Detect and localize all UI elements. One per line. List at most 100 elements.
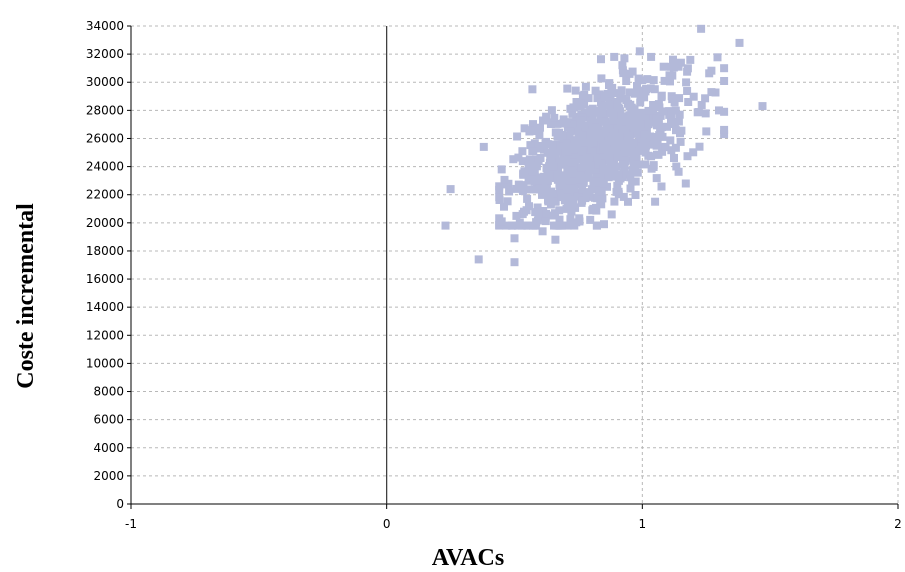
data-point bbox=[689, 148, 698, 157]
data-point bbox=[605, 79, 614, 88]
y-tick-label: 22000 bbox=[86, 188, 124, 202]
data-point bbox=[597, 187, 606, 196]
data-point bbox=[644, 106, 653, 115]
data-point bbox=[592, 221, 601, 230]
data-point bbox=[512, 211, 521, 220]
data-point bbox=[514, 153, 523, 162]
data-point bbox=[538, 190, 546, 199]
data-point bbox=[647, 52, 656, 61]
data-point bbox=[627, 116, 635, 125]
data-point bbox=[500, 202, 508, 211]
data-point bbox=[613, 181, 622, 190]
data-point bbox=[599, 179, 608, 188]
data-point bbox=[522, 206, 531, 215]
data-point bbox=[667, 109, 676, 118]
data-point bbox=[658, 132, 667, 141]
data-point bbox=[665, 71, 674, 80]
data-point bbox=[518, 187, 527, 195]
data-point bbox=[543, 140, 552, 149]
data-point bbox=[566, 127, 575, 136]
data-point bbox=[686, 55, 695, 64]
data-point bbox=[641, 113, 650, 122]
y-axis-title: Coste incremental bbox=[13, 203, 39, 389]
data-point bbox=[689, 92, 698, 101]
data-point bbox=[547, 106, 556, 115]
data-point bbox=[569, 158, 578, 167]
data-point bbox=[601, 117, 610, 126]
data-point bbox=[663, 122, 671, 131]
data-point bbox=[526, 141, 535, 150]
data-point bbox=[641, 160, 650, 169]
data-point bbox=[518, 157, 527, 166]
data-point bbox=[646, 84, 655, 93]
data-point bbox=[538, 227, 547, 236]
data-point bbox=[613, 121, 622, 130]
data-point bbox=[578, 196, 587, 205]
data-point bbox=[701, 109, 710, 118]
data-point bbox=[528, 85, 537, 94]
data-point bbox=[669, 55, 677, 64]
data-point bbox=[572, 137, 581, 146]
data-point bbox=[631, 89, 639, 98]
data-point bbox=[713, 53, 722, 62]
data-point bbox=[581, 82, 590, 91]
data-point bbox=[618, 160, 627, 169]
data-point bbox=[600, 220, 608, 229]
data-point bbox=[628, 148, 637, 157]
data-point bbox=[667, 62, 676, 71]
data-point bbox=[529, 120, 537, 129]
data-point bbox=[573, 143, 582, 152]
data-point bbox=[633, 82, 641, 90]
x-tick-label: 2 bbox=[894, 517, 902, 531]
data-point bbox=[575, 175, 584, 184]
data-point bbox=[720, 64, 729, 73]
data-point bbox=[508, 221, 517, 230]
data-point bbox=[594, 129, 603, 138]
data-point bbox=[597, 55, 605, 64]
data-point bbox=[567, 207, 576, 216]
data-point bbox=[524, 185, 533, 194]
data-point bbox=[515, 218, 524, 227]
data-point bbox=[601, 130, 610, 139]
data-point bbox=[497, 217, 506, 226]
data-point bbox=[715, 106, 723, 115]
y-tick-label: 6000 bbox=[93, 413, 124, 427]
data-point bbox=[649, 163, 658, 171]
data-point bbox=[500, 175, 509, 184]
x-tick-label: -1 bbox=[125, 517, 137, 531]
data-point bbox=[523, 221, 532, 230]
data-point bbox=[625, 69, 634, 78]
data-point bbox=[636, 86, 645, 95]
data-point bbox=[528, 170, 537, 179]
data-point bbox=[563, 165, 572, 173]
data-point bbox=[735, 38, 744, 47]
data-point bbox=[675, 94, 684, 103]
y-tick-label: 4000 bbox=[93, 441, 124, 455]
data-point bbox=[621, 156, 630, 165]
data-point bbox=[590, 147, 599, 156]
data-point bbox=[758, 102, 767, 111]
data-point bbox=[646, 132, 655, 141]
data-point bbox=[529, 147, 538, 156]
data-point bbox=[644, 120, 653, 129]
data-point bbox=[474, 255, 483, 264]
data-point bbox=[658, 107, 667, 116]
data-point bbox=[579, 123, 588, 132]
data-point bbox=[537, 210, 546, 219]
data-point bbox=[697, 24, 706, 33]
data-point bbox=[518, 147, 527, 156]
data-point bbox=[555, 128, 563, 137]
data-point bbox=[601, 143, 610, 152]
data-point bbox=[633, 160, 642, 169]
y-tick-label: 8000 bbox=[93, 385, 124, 399]
data-point bbox=[666, 136, 675, 145]
data-point bbox=[635, 47, 644, 56]
data-point bbox=[566, 196, 575, 205]
data-point bbox=[532, 162, 541, 171]
data-point bbox=[653, 150, 661, 159]
data-point bbox=[674, 167, 683, 176]
data-point bbox=[667, 146, 676, 155]
data-point bbox=[524, 160, 533, 168]
y-tick-label: 12000 bbox=[86, 328, 124, 342]
data-point bbox=[640, 141, 649, 150]
